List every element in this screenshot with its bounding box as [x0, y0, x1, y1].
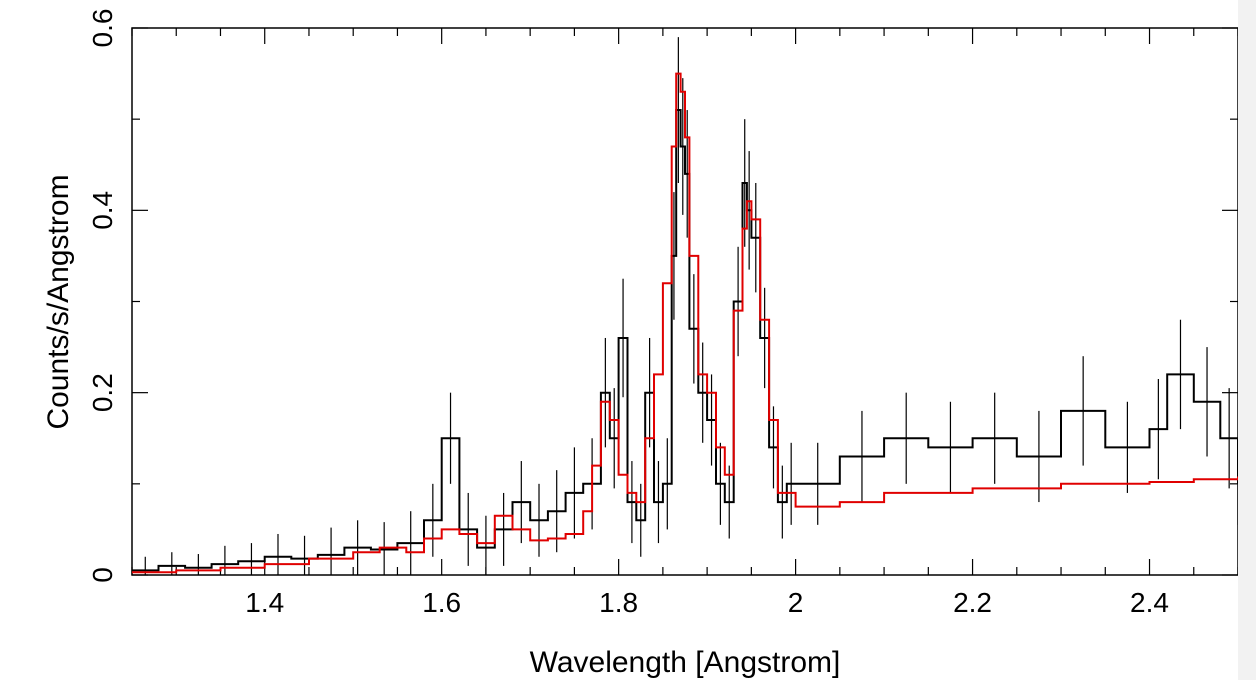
x-tick-label: 2.4 [1130, 587, 1169, 618]
x-tick-label: 1.6 [422, 587, 461, 618]
model-curve [132, 72, 1238, 574]
y-tick-label: 0.6 [87, 9, 118, 48]
y-tick-label: 0 [87, 567, 118, 583]
x-tick-label: 1.8 [599, 587, 638, 618]
model-series [132, 72, 1238, 574]
y-axis-title: Counts/s/Angstrom [42, 174, 75, 429]
data-histogram [132, 109, 1238, 572]
x-axis-title: Wavelength [Angstrom] [530, 646, 841, 679]
x-tick-label: 1.4 [245, 587, 284, 618]
series-layer [132, 37, 1238, 575]
x-tick-label: 2.2 [953, 587, 992, 618]
x-tick-label: 2 [788, 587, 804, 618]
y-tick-label: 0.2 [87, 373, 118, 412]
axis-ticks [131, 27, 1238, 576]
x-tick-labels: 1.4 1.6 1.8 2 2.2 2.4 [245, 587, 1169, 618]
window-edge [1238, 0, 1256, 680]
y-tick-label: 0.4 [87, 191, 118, 230]
y-tick-labels: 0 0.2 0.4 0.6 [87, 9, 118, 583]
